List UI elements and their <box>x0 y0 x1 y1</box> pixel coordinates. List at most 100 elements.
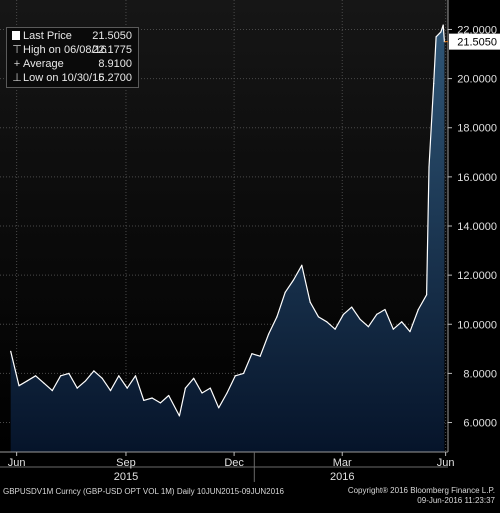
data-point <box>334 328 336 330</box>
data-point <box>384 308 386 311</box>
data-point <box>35 375 37 377</box>
x-tick-label: Sep <box>116 457 136 469</box>
legend-average-label: Average <box>23 58 64 70</box>
data-point <box>342 313 344 315</box>
data-point <box>417 308 419 311</box>
x-axis-ticks: Jun Sep Dec Mar Jun 2015 2016 <box>8 452 455 483</box>
y-tick-label: 14.0000 <box>457 221 497 233</box>
data-point <box>85 380 87 382</box>
data-point <box>309 301 311 303</box>
last-price-tag-label: 21.5050 <box>457 37 497 49</box>
data-point <box>201 392 203 394</box>
data-point <box>193 377 195 379</box>
data-point <box>351 306 353 308</box>
data-point <box>118 375 120 377</box>
data-point <box>392 328 394 330</box>
y-axis-ticks: 6.0000 8.0000 10.0000 12.0000 14.0000 16.0000… <box>448 24 497 430</box>
data-point <box>428 166 430 168</box>
data-point <box>409 331 411 333</box>
data-point <box>93 370 95 372</box>
data-point <box>435 36 437 38</box>
data-point <box>43 382 45 384</box>
data-point <box>159 402 161 404</box>
data-point <box>26 380 28 382</box>
data-point <box>284 291 286 293</box>
data-point <box>109 390 112 392</box>
legend-low-value: 6.2700 <box>98 72 132 84</box>
footer-timestamp: 09-Jun-2016 11:23:37 <box>417 496 495 505</box>
data-point <box>60 375 62 377</box>
data-point <box>68 372 70 374</box>
data-point <box>168 394 170 397</box>
data-point <box>218 407 220 409</box>
data-point <box>440 31 442 33</box>
average-marker-icon: + <box>13 58 21 70</box>
y-tick-label: 18.0000 <box>457 123 497 135</box>
y-tick-label: 20.0000 <box>457 74 497 86</box>
data-point <box>126 387 128 389</box>
legend-last-price-label: Last Price <box>23 30 72 42</box>
footer-security-description: GBPUSDV1M Curncy (GBP-USD OPT VOL 1M) Da… <box>3 487 284 496</box>
data-point <box>134 375 137 377</box>
y-tick-label: 6.0000 <box>463 418 497 430</box>
data-point <box>433 82 435 85</box>
data-point <box>301 264 303 266</box>
legend-last-price-value: 21.5050 <box>92 30 132 42</box>
x-tick-label: Jun <box>437 457 455 469</box>
data-point <box>268 333 270 335</box>
data-point <box>76 387 78 389</box>
data-point <box>259 355 261 357</box>
x-tick-label: Jun <box>8 457 26 469</box>
data-point <box>359 318 361 320</box>
y-tick-label: 10.0000 <box>457 319 497 331</box>
data-point <box>276 316 278 318</box>
data-point <box>426 294 428 296</box>
data-point <box>226 392 228 394</box>
x-year-label: 2015 <box>114 471 138 483</box>
data-point <box>292 279 295 281</box>
footer-copyright-line: Copyright® 2016 Bloomberg Finance L.P. <box>347 486 495 495</box>
data-point <box>18 385 20 387</box>
legend-low: ⊥Low on 10/30/15 6.2700 <box>11 71 134 85</box>
data-point <box>184 387 186 389</box>
data-point <box>317 316 320 318</box>
legend-high-label: High on 06/08/16 <box>23 44 107 56</box>
data-point <box>367 326 369 328</box>
legend-high: ⊤High on 06/08/16 22.1775 <box>11 43 134 57</box>
legend-average-value: 8.9100 <box>98 58 132 70</box>
low-marker-icon: ⊥ <box>12 72 22 84</box>
x-tick-label: Mar <box>333 457 352 469</box>
data-point <box>442 24 444 26</box>
data-point <box>143 399 145 401</box>
y-tick-label: 12.0000 <box>457 270 497 282</box>
last-price-marker: 21.5050 <box>444 33 500 50</box>
chart-legend: Last Price 21.5050 ⊤High on 06/08/16 22.… <box>6 27 139 88</box>
y-tick-label: 16.0000 <box>457 172 497 184</box>
data-point <box>101 377 103 379</box>
area-series <box>10 24 445 452</box>
data-point <box>251 353 253 355</box>
legend-high-value: 22.1775 <box>92 44 132 56</box>
last-price-swatch-icon <box>11 29 23 43</box>
data-point <box>151 397 153 399</box>
y-tick-label: 8.0000 <box>463 368 497 380</box>
data-point <box>234 375 236 377</box>
data-point <box>376 313 378 315</box>
data-point <box>51 390 53 392</box>
data-point <box>243 372 245 374</box>
legend-average: + Average 8.9100 <box>11 57 134 71</box>
data-point <box>10 350 12 352</box>
high-marker-icon: ⊤ <box>12 44 22 56</box>
last-price-tag-box <box>449 33 500 50</box>
legend-last-price: Last Price 21.5050 <box>11 29 134 43</box>
series-area-fill <box>10 25 445 452</box>
y-tick-label: 22.0000 <box>457 24 497 36</box>
data-point <box>401 321 403 323</box>
x-year-label: 2016 <box>330 471 354 483</box>
legend-low-label: Low on 10/30/15 <box>23 72 105 84</box>
footer-copyright: Copyright® 2016 Bloomberg Finance L.P. 0… <box>348 486 495 506</box>
x-tick-label: Dec <box>224 457 244 469</box>
data-point <box>178 415 180 417</box>
